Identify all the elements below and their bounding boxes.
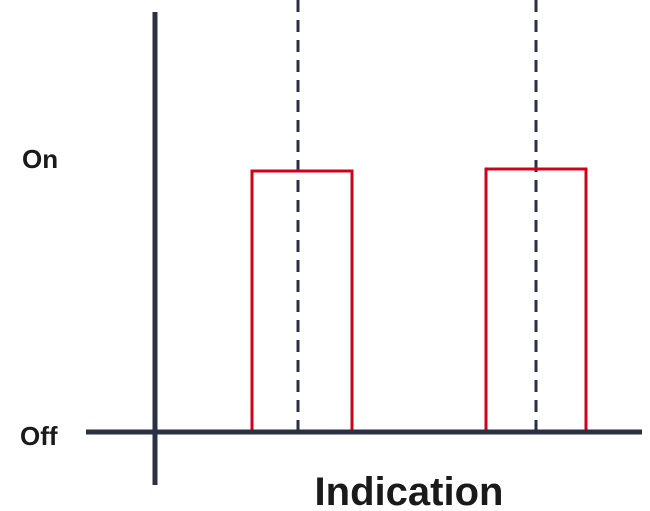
x-axis-label: Indication	[315, 470, 504, 511]
y-high-label: On	[22, 144, 58, 174]
y-low-label: Off	[20, 421, 58, 451]
pulse-2	[484, 167, 588, 432]
pulse-1	[250, 169, 354, 432]
